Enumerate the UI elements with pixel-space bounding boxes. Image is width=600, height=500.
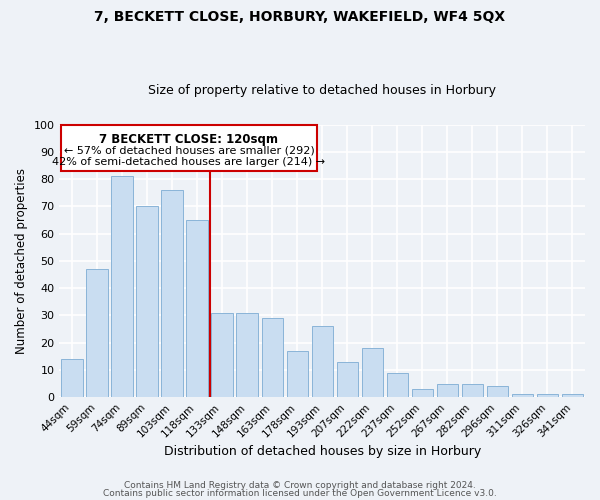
Bar	[236, 312, 258, 397]
Bar	[262, 318, 283, 397]
Bar	[161, 190, 182, 397]
Bar	[462, 384, 483, 397]
Y-axis label: Number of detached properties: Number of detached properties	[15, 168, 28, 354]
Bar	[512, 394, 533, 397]
Bar	[386, 372, 408, 397]
Bar	[61, 124, 317, 171]
Text: 7, BECKETT CLOSE, HORBURY, WAKEFIELD, WF4 5QX: 7, BECKETT CLOSE, HORBURY, WAKEFIELD, WF…	[94, 10, 506, 24]
Text: Contains public sector information licensed under the Open Government Licence v3: Contains public sector information licen…	[103, 488, 497, 498]
Bar	[362, 348, 383, 397]
Bar	[337, 362, 358, 397]
Text: 42% of semi-detached houses are larger (214) →: 42% of semi-detached houses are larger (…	[52, 158, 325, 168]
Bar	[86, 269, 107, 397]
Bar	[437, 384, 458, 397]
X-axis label: Distribution of detached houses by size in Horbury: Distribution of detached houses by size …	[164, 444, 481, 458]
Bar	[136, 206, 158, 397]
Text: 7 BECKETT CLOSE: 120sqm: 7 BECKETT CLOSE: 120sqm	[100, 132, 278, 145]
Bar	[537, 394, 558, 397]
Title: Size of property relative to detached houses in Horbury: Size of property relative to detached ho…	[148, 84, 496, 97]
Bar	[211, 312, 233, 397]
Bar	[187, 220, 208, 397]
Text: ← 57% of detached houses are smaller (292): ← 57% of detached houses are smaller (29…	[64, 145, 314, 155]
Bar	[112, 176, 133, 397]
Bar	[61, 359, 83, 397]
Bar	[487, 386, 508, 397]
Bar	[562, 394, 583, 397]
Text: Contains HM Land Registry data © Crown copyright and database right 2024.: Contains HM Land Registry data © Crown c…	[124, 481, 476, 490]
Bar	[311, 326, 333, 397]
Bar	[287, 351, 308, 397]
Bar	[412, 389, 433, 397]
